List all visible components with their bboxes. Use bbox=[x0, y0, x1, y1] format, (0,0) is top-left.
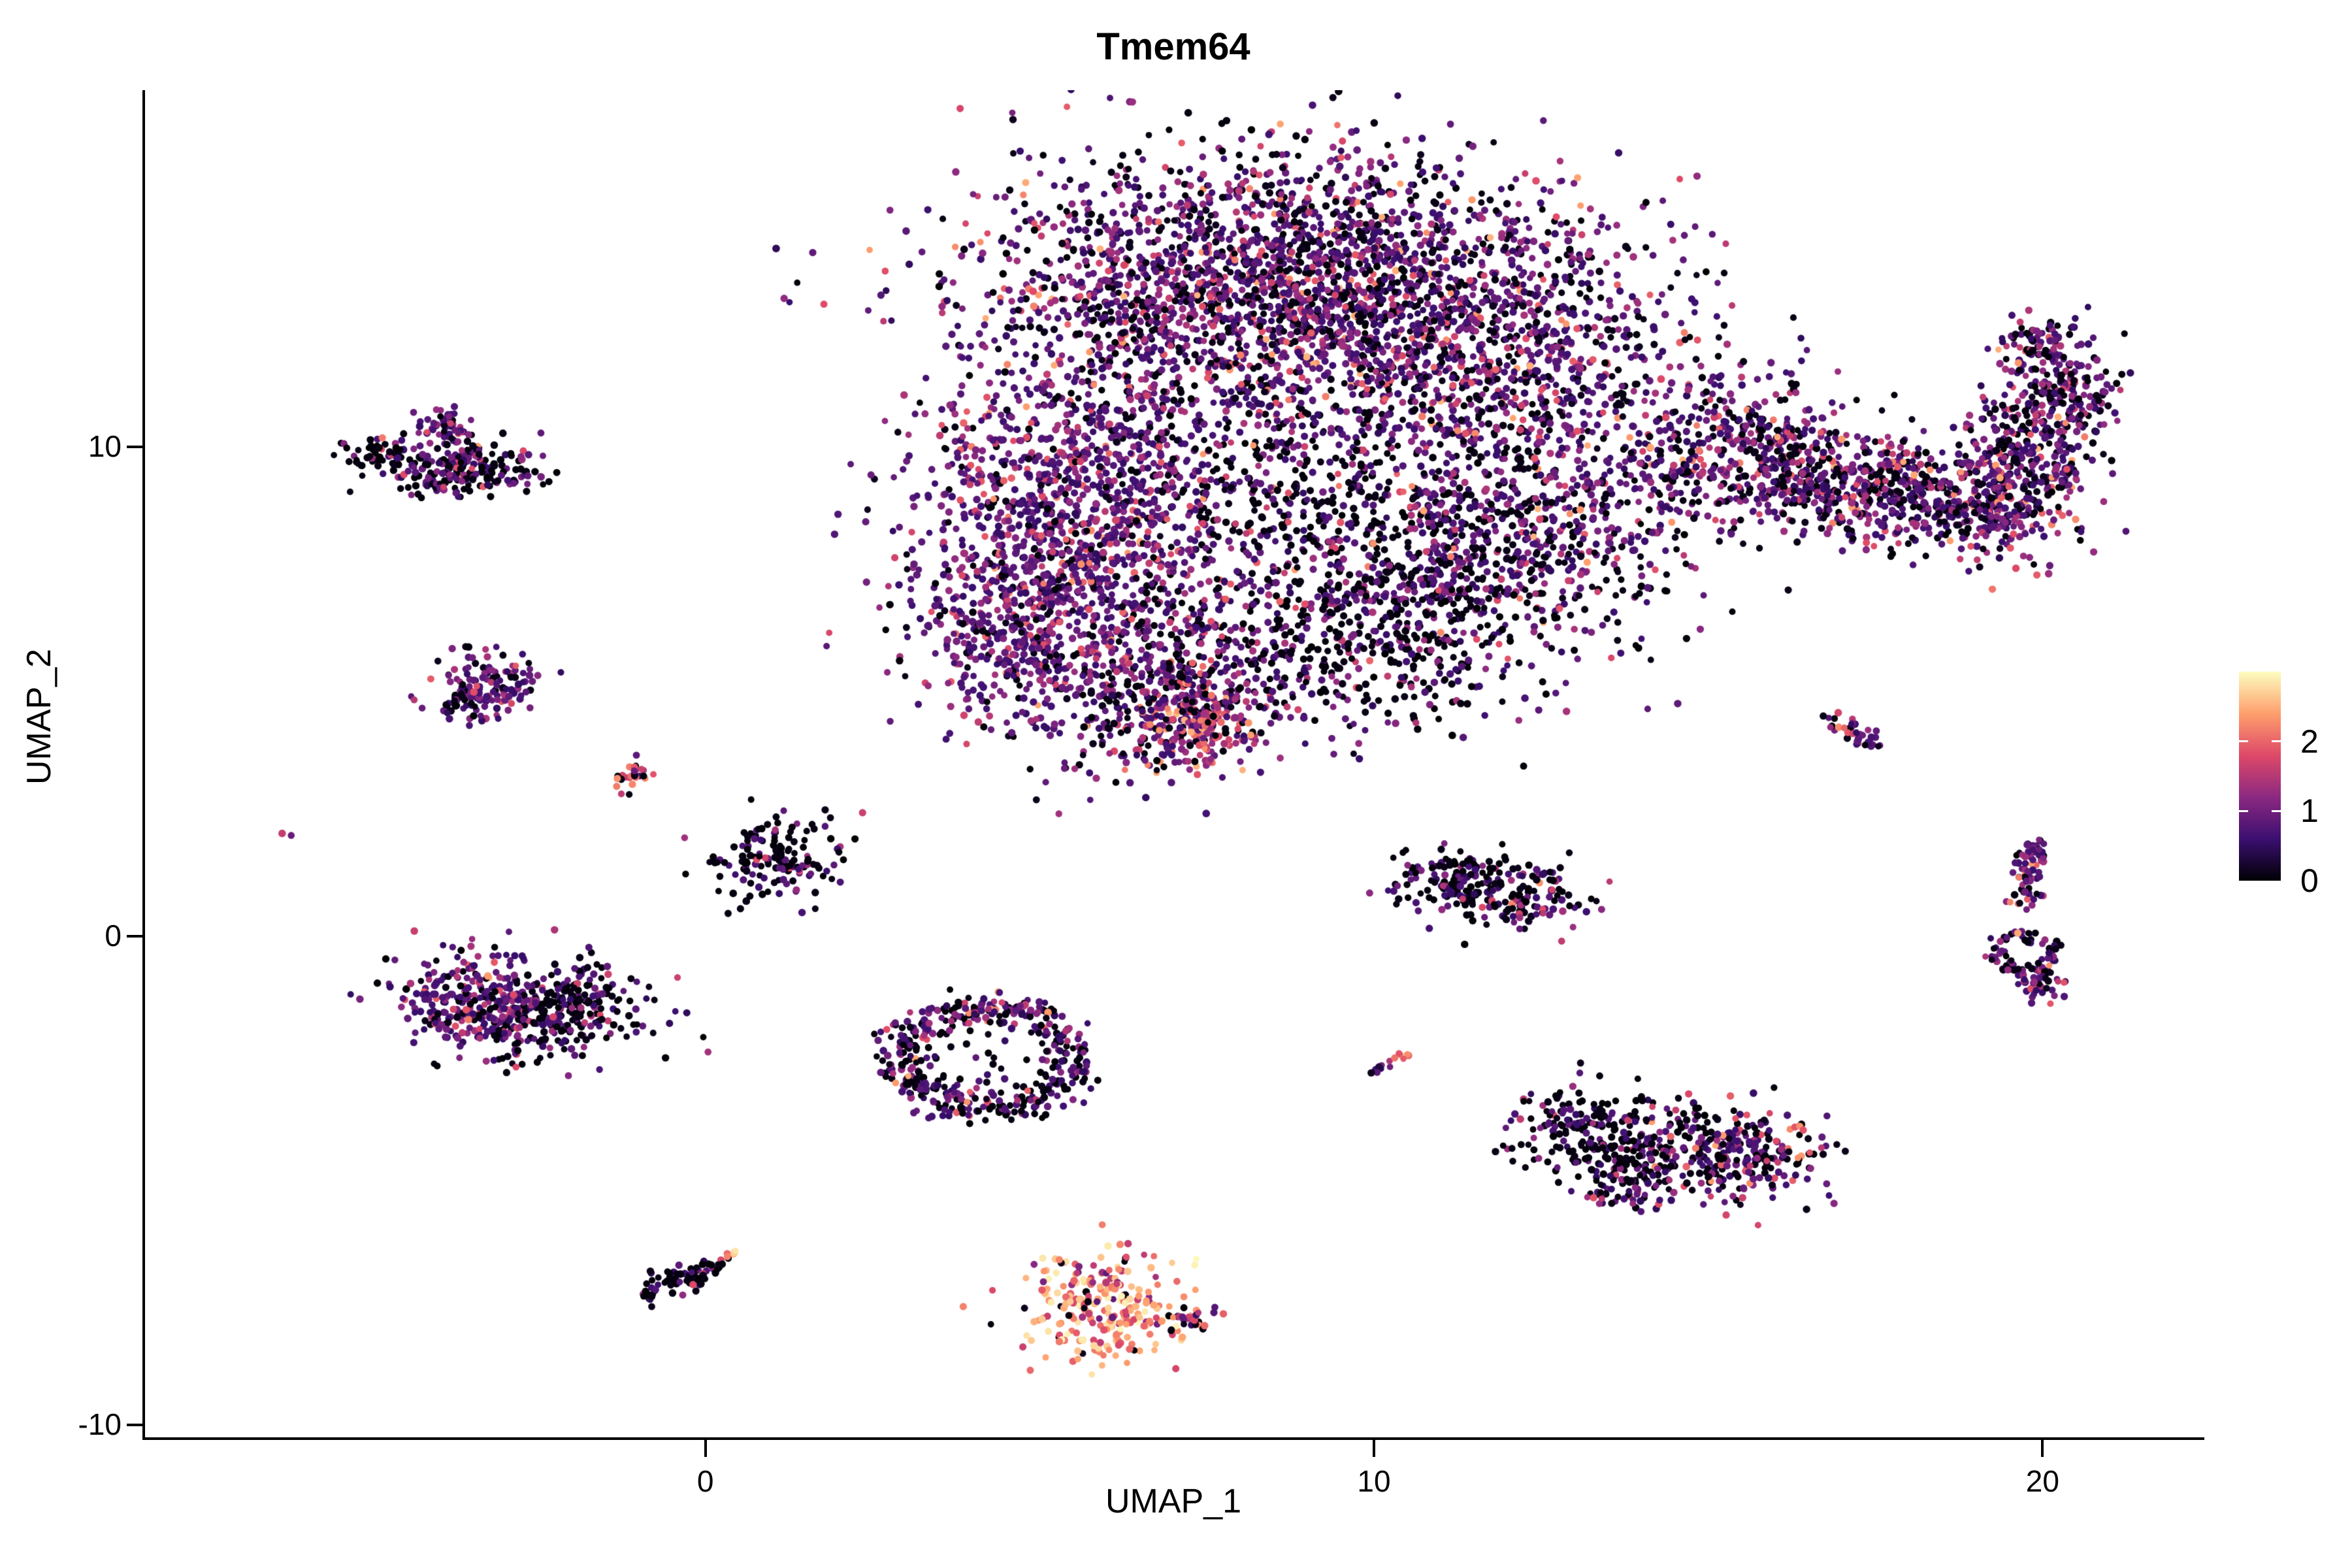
colorbar-tick-label: 1 bbox=[2300, 792, 2319, 830]
y-tick-mark bbox=[127, 446, 144, 449]
colorbar-tick-mark bbox=[2272, 740, 2281, 743]
y-tick-label: -10 bbox=[78, 1407, 122, 1442]
x-tick-label: 10 bbox=[1357, 1464, 1391, 1498]
scatter-points-canvas bbox=[144, 90, 2203, 1437]
x-tick-label: 20 bbox=[2025, 1464, 2059, 1498]
x-tick-mark bbox=[2041, 1440, 2044, 1457]
y-axis-line bbox=[142, 90, 145, 1440]
y-tick-mark bbox=[127, 1424, 144, 1427]
x-tick-mark bbox=[704, 1440, 707, 1457]
colorbar-tick-mark bbox=[2239, 809, 2248, 812]
colorbar-tick-label: 0 bbox=[2300, 862, 2319, 899]
x-tick-mark bbox=[1373, 1440, 1375, 1457]
y-tick-label: 0 bbox=[105, 918, 122, 953]
x-tick-label: 0 bbox=[696, 1464, 714, 1498]
y-axis-title: UMAP_2 bbox=[20, 648, 58, 785]
plot-title: Tmem64 bbox=[1096, 25, 1250, 68]
y-tick-label: 10 bbox=[88, 429, 122, 464]
x-axis-title: UMAP_1 bbox=[1105, 1482, 1242, 1520]
colorbar-tick-mark bbox=[2239, 740, 2248, 743]
colorbar-tick-label: 2 bbox=[2300, 723, 2319, 760]
colorbar-tick-mark bbox=[2272, 809, 2281, 812]
colorbar-gradient bbox=[2239, 672, 2281, 881]
x-axis-line bbox=[142, 1437, 2204, 1440]
y-tick-mark bbox=[127, 934, 144, 938]
